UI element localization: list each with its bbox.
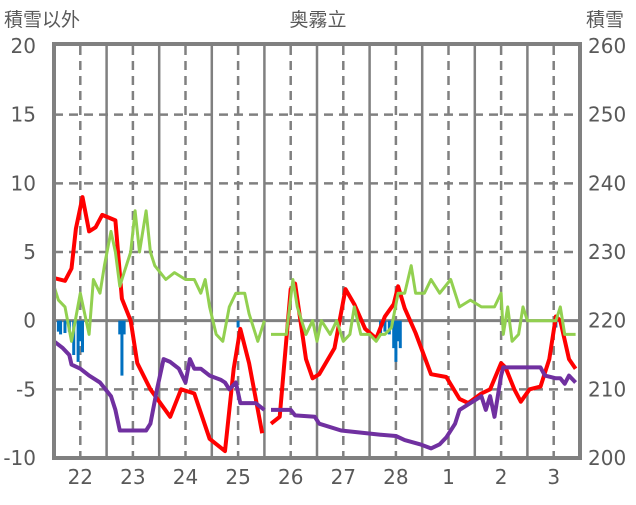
- y-tick-right: 260: [588, 34, 626, 58]
- x-tick-label: 3: [547, 465, 560, 489]
- x-tick-label: 26: [278, 465, 303, 489]
- y-tick-right: 240: [588, 171, 626, 195]
- precipitation-bar: [56, 320, 60, 332]
- y-tick-left: 5: [23, 240, 36, 264]
- precipitation-bar: [63, 320, 67, 334]
- x-tick-label: 24: [173, 465, 198, 489]
- y-tick-left: 20: [11, 34, 36, 58]
- precipitation-bar: [76, 320, 80, 362]
- precipitation-bar: [59, 320, 63, 335]
- x-tick-label: 22: [68, 465, 93, 489]
- y-tick-right: 230: [588, 240, 626, 264]
- y-tick-right: 210: [588, 377, 626, 401]
- plot-border: [52, 42, 582, 460]
- series-line-red: [53, 195, 578, 454]
- y-tick-left: -5: [16, 377, 36, 401]
- series-lines: [52, 195, 578, 454]
- series-line-snow-depth: [52, 339, 578, 451]
- y-tick-right: 220: [588, 309, 626, 333]
- x-tick-label: 27: [331, 465, 356, 489]
- chart-title: 奥霧立: [289, 9, 346, 31]
- y-tick-right: 250: [588, 103, 626, 127]
- x-tick-label: 23: [120, 465, 145, 489]
- x-tick-label: 2: [495, 465, 508, 489]
- y-tick-left: -10: [3, 446, 36, 470]
- x-tick-label: 25: [225, 465, 250, 489]
- y-tick-left: 0: [23, 309, 36, 333]
- precipitation-bar: [394, 320, 398, 362]
- precipitation-bar: [118, 320, 122, 335]
- x-tick-label: 1: [442, 465, 455, 489]
- y-tick-right: 200: [588, 446, 626, 470]
- precipitation-bar: [122, 320, 126, 335]
- precipitation-bar: [236, 320, 240, 328]
- left-axis-label: 積雪以外: [4, 9, 80, 31]
- series-line-green: [52, 209, 576, 343]
- precipitation-bar: [120, 320, 124, 376]
- y-tick-left: 15: [11, 103, 36, 127]
- precipitation-bar: [387, 320, 391, 335]
- precipitation-bar: [80, 320, 84, 353]
- x-tick-label: 28: [383, 465, 408, 489]
- grid: [54, 46, 580, 458]
- precipitation-bar: [398, 320, 402, 349]
- precipitation-bar: [383, 320, 387, 332]
- precipitation-bar: [396, 320, 400, 342]
- precipitation-bar: [78, 320, 82, 342]
- y-tick-left: 10: [11, 171, 36, 195]
- right-axis-label: 積雪: [586, 9, 624, 31]
- precipitation-bar: [392, 320, 396, 349]
- precipitation-bar: [72, 320, 76, 355]
